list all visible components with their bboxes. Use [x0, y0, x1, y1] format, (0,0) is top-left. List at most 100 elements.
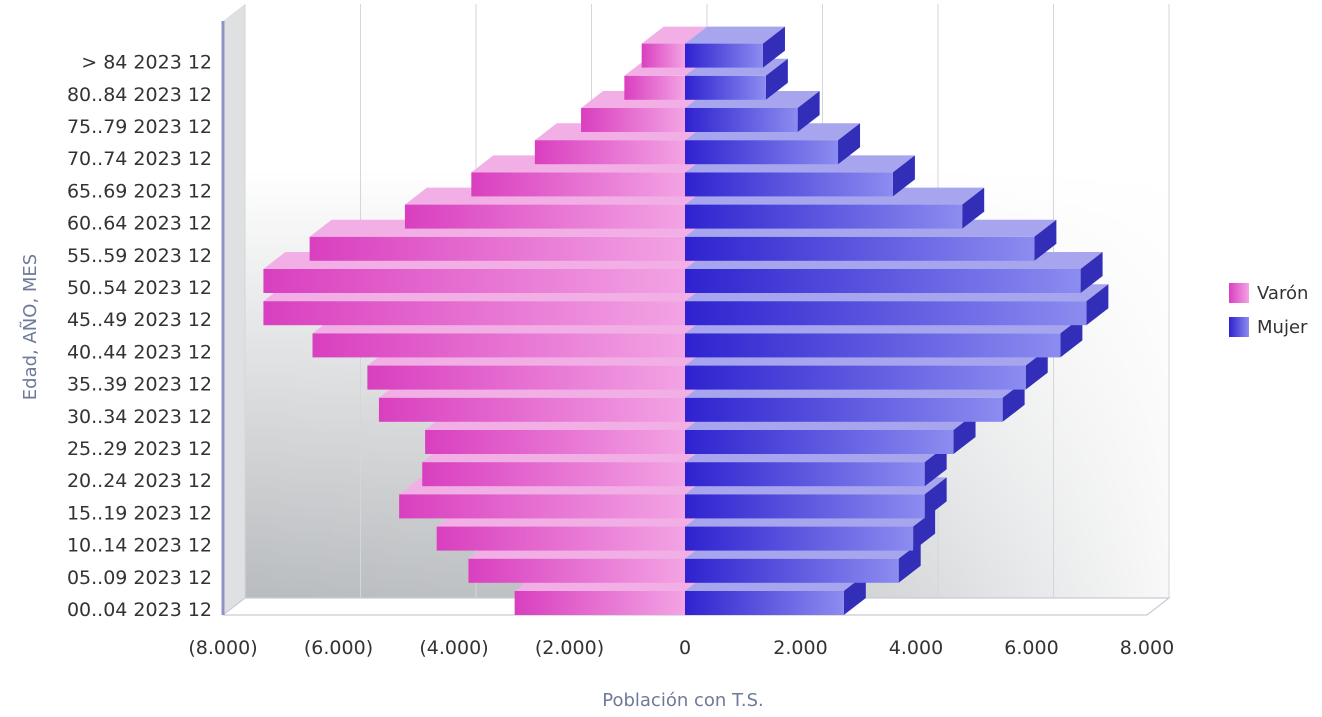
- bar-front-face: [422, 462, 685, 487]
- y-tick-label: 30..34 2023 12: [67, 406, 212, 428]
- bar-front-face: [581, 108, 685, 132]
- bar-front-face: [263, 269, 685, 293]
- bar-front-face: [534, 140, 685, 165]
- y-tick-labels: 00..04 2023 12 05..09 2023 12 10..14 2023 …: [67, 52, 212, 621]
- x-tick-label: (2.000): [535, 637, 604, 659]
- bar-front-face: [425, 430, 685, 454]
- y-tick-label: 50..54 2023 12: [67, 277, 212, 299]
- legend-swatch: [1229, 283, 1249, 303]
- legend-item: Varón: [1229, 283, 1308, 304]
- bar-side-face: [762, 26, 785, 68]
- bar-side-face: [924, 445, 947, 487]
- bar-side-face: [843, 574, 866, 615]
- bar-front-face: [685, 365, 1026, 390]
- y-tick-label: 40..44 2023 12: [67, 341, 212, 363]
- bar-side-face: [838, 123, 861, 165]
- bar-front-face: [468, 558, 685, 583]
- bar-front-face: [685, 236, 1035, 261]
- x-tick-label: (8.000): [188, 637, 257, 659]
- x-tick-label: 8.000: [1120, 637, 1174, 659]
- y-tick-label: 45..49 2023 12: [67, 309, 212, 331]
- bar-front-face: [685, 430, 954, 454]
- y-tick-label: 60..64 2023 12: [67, 213, 212, 235]
- bar-side-face: [898, 541, 921, 583]
- bar-side-face: [1080, 252, 1103, 293]
- bar-varon: [641, 26, 707, 68]
- y-tick-label: 20..24 2023 12: [67, 470, 212, 492]
- bar-front-face: [367, 365, 685, 390]
- bar-front-face: [685, 333, 1061, 358]
- y-axis-title: Edad, AÑO, MES: [19, 254, 41, 400]
- bar-top-face: [685, 26, 785, 44]
- legend: Varón Mujer: [1229, 283, 1308, 338]
- y-tick-label: 15..19 2023 12: [67, 502, 212, 524]
- legend-label: Varón: [1257, 283, 1308, 304]
- x-tick-label: 4.000: [889, 637, 943, 659]
- bar-side-face: [765, 58, 788, 100]
- bar-front-face: [685, 526, 914, 551]
- bar-side-face: [1060, 316, 1083, 358]
- bar-front-face: [471, 172, 685, 197]
- legend-swatch: [1229, 317, 1249, 337]
- y-tick-label: 70..74 2023 12: [67, 148, 212, 170]
- y-tick-label: 00..04 2023 12: [67, 599, 212, 621]
- bar-front-face: [436, 526, 685, 551]
- bar-front-face: [685, 591, 844, 615]
- y-tick-label: 75..79 2023 12: [67, 116, 212, 138]
- legend-item: Mujer: [1229, 317, 1308, 338]
- bar-side-face: [1034, 219, 1057, 261]
- bar-side-face: [1002, 380, 1025, 422]
- x-tick-label: 6.000: [1004, 637, 1058, 659]
- bar-front-face: [685, 75, 766, 100]
- bar-front-face: [624, 75, 685, 100]
- bar-front-face: [378, 397, 685, 422]
- bar-front-face: [263, 301, 685, 326]
- bar-side-face: [1025, 348, 1048, 390]
- y-tick-label: 35..39 2023 12: [67, 374, 212, 396]
- bar-front-face: [404, 204, 685, 229]
- y-tick-label: 05..09 2023 12: [67, 567, 212, 589]
- bar-front-face: [685, 43, 763, 68]
- bar-front-face: [309, 236, 685, 261]
- y-tick-label: 55..59 2023 12: [67, 245, 212, 267]
- side-wall: [223, 4, 245, 615]
- bar-side-face: [797, 91, 820, 132]
- bar-front-face: [685, 172, 893, 197]
- bar-side-face: [1086, 284, 1109, 326]
- bar-side-face: [962, 187, 985, 229]
- bar-front-face: [685, 462, 925, 487]
- bar-mujer: [685, 26, 785, 68]
- bar-side-face: [892, 155, 915, 197]
- x-tick-label: 0: [679, 637, 691, 659]
- bar-front-face: [685, 494, 925, 519]
- y-tick-label: > 84 2023 12: [81, 52, 212, 74]
- legend-label: Mujer: [1257, 317, 1308, 338]
- bars: [263, 26, 1109, 615]
- bar-front-face: [685, 140, 839, 165]
- x-tick-labels: (8.000) (6.000) (4.000) (2.000) 0 2.000 4.000 6…: [188, 637, 1174, 659]
- bar-side-face: [924, 477, 947, 519]
- x-tick-label: (6.000): [304, 637, 373, 659]
- bar-front-face: [312, 333, 685, 358]
- bar-front-face: [514, 591, 685, 615]
- bar-mujer: [685, 541, 921, 583]
- y-tick-label: 65..69 2023 12: [67, 180, 212, 202]
- bar-front-face: [685, 269, 1081, 293]
- x-tick-label: (4.000): [419, 637, 488, 659]
- bar-front-face: [685, 301, 1087, 326]
- bar-top-face: [641, 26, 707, 44]
- bar-front-face: [685, 558, 899, 583]
- bar-side-face: [913, 509, 936, 551]
- y-tick-label: 80..84 2023 12: [67, 84, 212, 106]
- bar-front-face: [685, 397, 1003, 422]
- bar-front-face: [641, 43, 685, 68]
- x-tick-label: 2.000: [773, 637, 827, 659]
- bar-front-face: [399, 494, 685, 519]
- x-axis-title: Población con T.S.: [602, 690, 764, 711]
- bar-front-face: [685, 108, 798, 132]
- y-tick-label: 25..29 2023 12: [67, 438, 212, 460]
- bar-front-face: [685, 204, 963, 229]
- y-tick-label: 10..14 2023 12: [67, 535, 212, 557]
